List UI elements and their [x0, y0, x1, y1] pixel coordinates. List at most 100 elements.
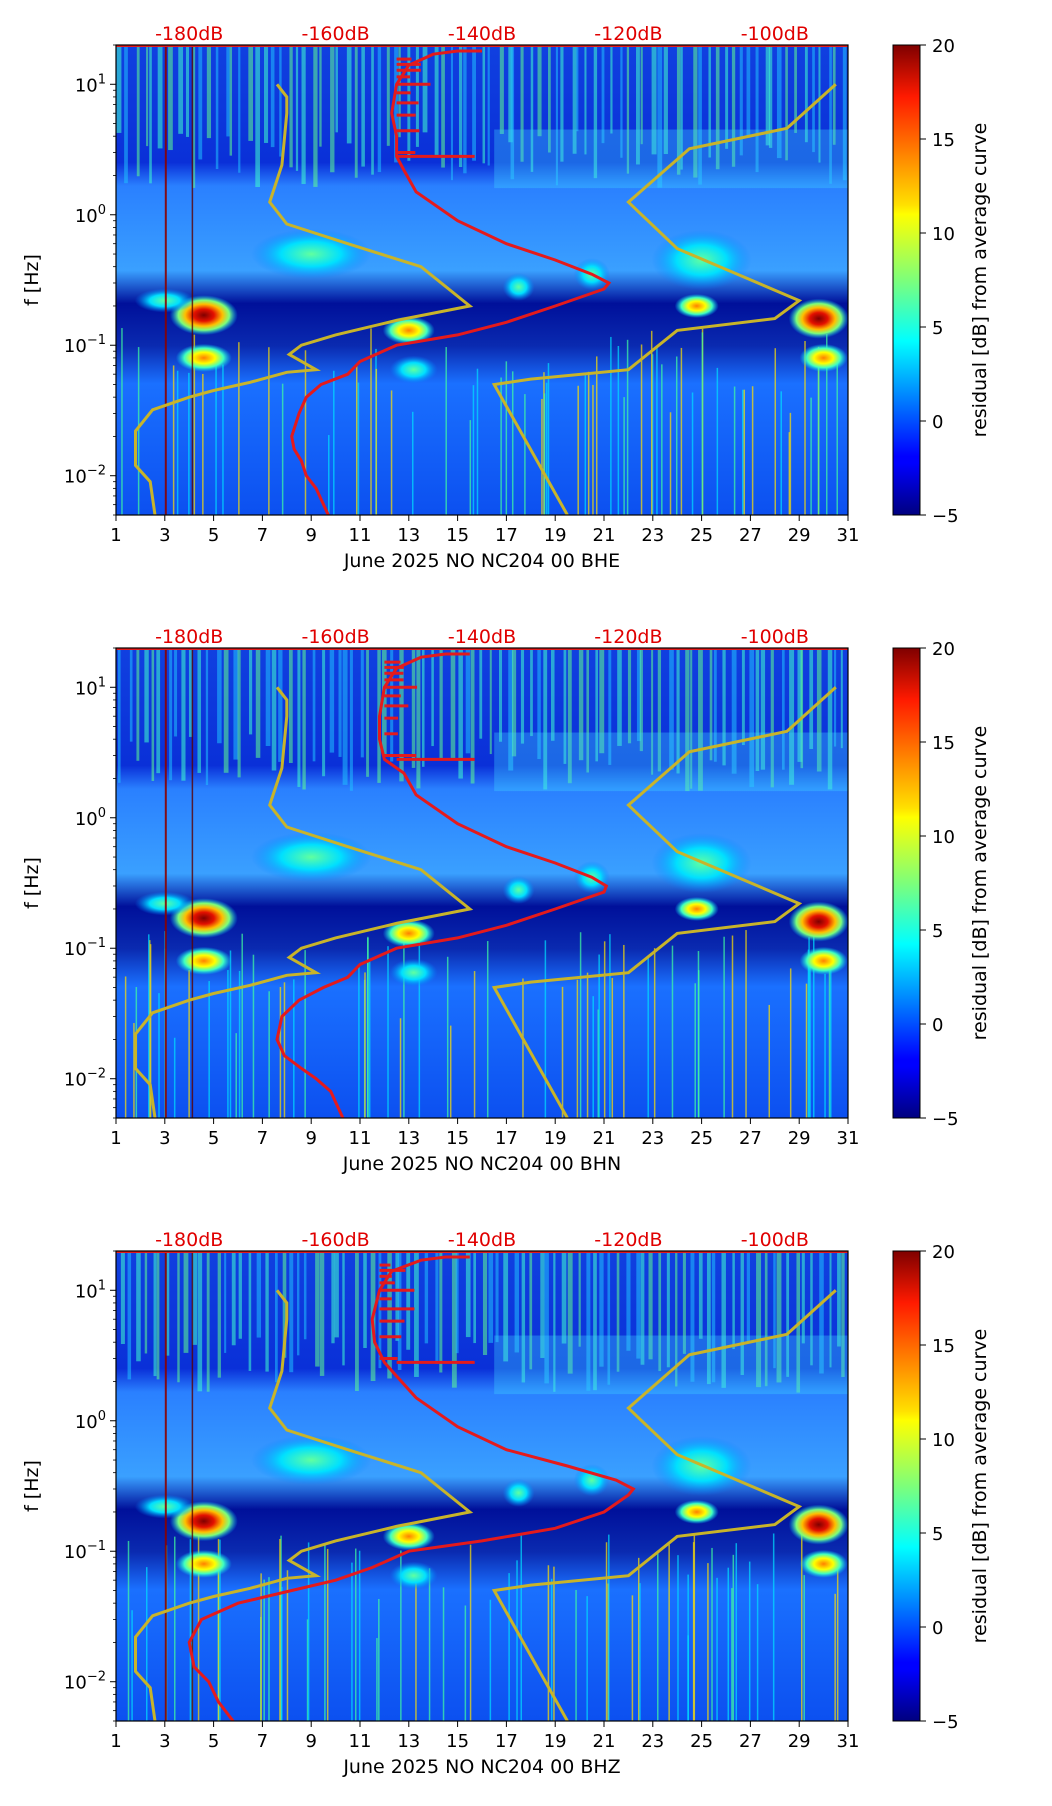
hf-streak [223, 648, 229, 773]
lf-streak [828, 960, 831, 1118]
colorbar-tick-label: −5 [932, 1109, 959, 1130]
hf-streak [185, 45, 190, 137]
hf-streak [639, 648, 643, 752]
x-tick-label: 19 [544, 1731, 567, 1752]
hf-streak [127, 1251, 132, 1380]
lf-streak [836, 357, 838, 515]
hf-streak [833, 648, 837, 747]
lf-streak [727, 1567, 730, 1721]
hf-streak [530, 648, 533, 737]
lf-streak [375, 368, 378, 515]
lf-streak [357, 382, 360, 515]
lf-streak [306, 1619, 309, 1721]
lf-streak [511, 371, 514, 515]
hf-streak [116, 45, 122, 133]
hf-streak [278, 648, 283, 762]
y-tick-label: 10−2 [64, 1067, 106, 1091]
hf-streak [441, 45, 445, 168]
lf-streak [219, 1539, 221, 1721]
hf-streak [465, 648, 471, 754]
lf-streak [324, 1542, 326, 1721]
hf-streak [487, 45, 490, 166]
lf-streak [733, 386, 736, 515]
hf-streak [181, 648, 186, 781]
hf-streak [755, 45, 759, 173]
y-tick-label: 10−1 [64, 333, 106, 357]
hf-streak [530, 45, 534, 172]
hf-streak [537, 648, 541, 760]
hf-streak [450, 45, 454, 181]
lf-streak [473, 971, 476, 1118]
hf-streak [342, 648, 348, 785]
hf-streak [796, 1251, 801, 1393]
lf-streak [411, 411, 414, 515]
hf-streak [651, 648, 654, 775]
mean-psd-curve [290, 49, 612, 515]
hf-band [494, 129, 848, 189]
hf-streak [416, 648, 421, 789]
hf-streak [498, 648, 503, 742]
db-tick-label: -140dB [448, 1229, 516, 1251]
hf-streak [586, 648, 589, 773]
lf-streak [400, 1550, 402, 1721]
hf-streak [676, 648, 680, 774]
hf-streak [415, 45, 419, 147]
hf-streak [295, 45, 299, 171]
x-tick-label: 23 [641, 1128, 664, 1149]
hf-streak [129, 648, 133, 742]
hf-streak [434, 45, 439, 155]
hf-streak [136, 45, 140, 177]
x-tick-label: 29 [788, 1731, 811, 1752]
x-tick-label: 31 [837, 525, 860, 546]
energy-blob [502, 272, 535, 301]
colorbar-tick-label: 20 [932, 1242, 955, 1263]
hf-streak [450, 648, 456, 761]
hf-streak [593, 1251, 597, 1391]
hf-band [494, 1335, 848, 1395]
hf-streak [168, 45, 173, 151]
hf-streak [657, 648, 662, 772]
lf-streak [333, 370, 335, 515]
lf-streak [286, 1570, 289, 1721]
hf-streak [829, 1251, 832, 1368]
hf-streak [685, 648, 690, 792]
x-tick-label: 3 [159, 1128, 170, 1149]
lf-streak [586, 1596, 588, 1721]
energy-blob [175, 946, 232, 975]
hf-streak [840, 648, 843, 749]
hf-streak [488, 1251, 494, 1343]
lf-streak [469, 420, 472, 515]
lf-streak [146, 1567, 148, 1721]
lf-streak [743, 389, 746, 515]
hf-streak [693, 45, 698, 178]
event-line [191, 45, 194, 515]
x-tick-label: 11 [349, 525, 372, 546]
hf-streak [676, 45, 681, 175]
x-tick-label: 11 [349, 1731, 372, 1752]
hf-streak [421, 648, 425, 767]
hf-streak [178, 45, 184, 134]
hf-streak [657, 45, 663, 188]
hf-streak [330, 45, 335, 173]
lf-streak [647, 956, 649, 1118]
hf-streak [342, 1251, 345, 1366]
hf-streak [217, 648, 222, 744]
lf-streak [732, 1554, 735, 1721]
hf-streak [529, 1251, 533, 1370]
lf-streak [189, 1539, 192, 1721]
lf-streak [508, 1573, 510, 1721]
x-tick-label: 7 [257, 1731, 268, 1752]
energy-blob [788, 298, 848, 339]
x-tick-label: 17 [495, 1128, 518, 1149]
hf-streak [183, 1251, 189, 1353]
lf-streak [817, 349, 820, 515]
hf-streak [248, 648, 253, 735]
lf-streak [716, 367, 719, 515]
lf-streak [208, 981, 210, 1118]
colorbar-tick-label: −5 [932, 506, 959, 527]
y-tick-label: 10−2 [64, 464, 106, 488]
db-tick-label: -100dB [741, 626, 809, 648]
hf-streak [842, 45, 847, 181]
lf-streak [378, 1598, 380, 1721]
lf-streak [158, 993, 160, 1118]
